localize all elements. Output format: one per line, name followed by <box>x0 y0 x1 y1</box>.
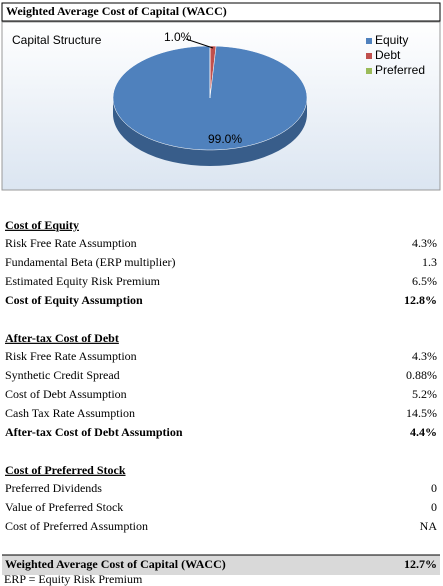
legend-swatch <box>366 53 372 59</box>
leader-line <box>185 38 214 49</box>
section-heading: After-tax Cost of Debt <box>5 331 119 345</box>
row-value: NA <box>420 519 438 533</box>
section-heading: Cost of Preferred Stock <box>5 463 126 477</box>
row-label: Value of Preferred Stock <box>5 500 123 514</box>
row-value: 6.5% <box>412 274 437 288</box>
row-label: Estimated Equity Risk Premium <box>5 274 161 288</box>
summary-bar <box>2 555 440 575</box>
title-bar <box>1 2 441 22</box>
legend-swatch <box>366 68 372 74</box>
row-value: 5.2% <box>412 387 437 401</box>
row-label: Cost of Preferred Assumption <box>5 519 148 533</box>
row-value: 14.5% <box>406 406 437 420</box>
row-label: Risk Free Rate Assumption <box>5 349 137 363</box>
chart-title: Capital Structure <box>12 33 102 47</box>
summary-label: Weighted Average Cost of Capital (WACC) <box>5 557 226 571</box>
page-title: Weighted Average Cost of Capital (WACC) <box>6 4 227 18</box>
section-heading: Cost of Equity <box>5 218 79 232</box>
total-value: 4.4% <box>410 425 437 439</box>
legend-label: Preferred <box>375 63 425 77</box>
footnote: ERP = Equity Risk Premium <box>4 572 143 586</box>
total-value: 12.8% <box>404 293 437 307</box>
row-value: 4.3% <box>412 349 437 363</box>
row-label: Risk Free Rate Assumption <box>5 236 137 250</box>
total-label: After-tax Cost of Debt Assumption <box>5 425 183 439</box>
summary-value: 12.7% <box>404 557 437 571</box>
legend-label: Equity <box>375 33 408 47</box>
row-label: Cash Tax Rate Assumption <box>5 406 135 420</box>
row-value: 0 <box>431 481 437 495</box>
data-label: 1.0% <box>164 30 192 44</box>
data-label: 99.0% <box>208 132 242 146</box>
total-label: Cost of Equity Assumption <box>5 293 143 307</box>
pie-side <box>113 98 307 166</box>
row-value: 1.3 <box>422 255 437 269</box>
row-value: 0.88% <box>406 368 437 382</box>
row-label: Synthetic Credit Spread <box>5 368 120 382</box>
row-label: Cost of Debt Assumption <box>5 387 127 401</box>
legend-swatch <box>366 38 372 44</box>
row-value: 4.3% <box>412 236 437 250</box>
row-label: Fundamental Beta (ERP multiplier) <box>5 255 176 269</box>
legend-label: Debt <box>375 48 401 62</box>
row-value: 0 <box>431 500 437 514</box>
row-label: Preferred Dividends <box>5 481 102 495</box>
